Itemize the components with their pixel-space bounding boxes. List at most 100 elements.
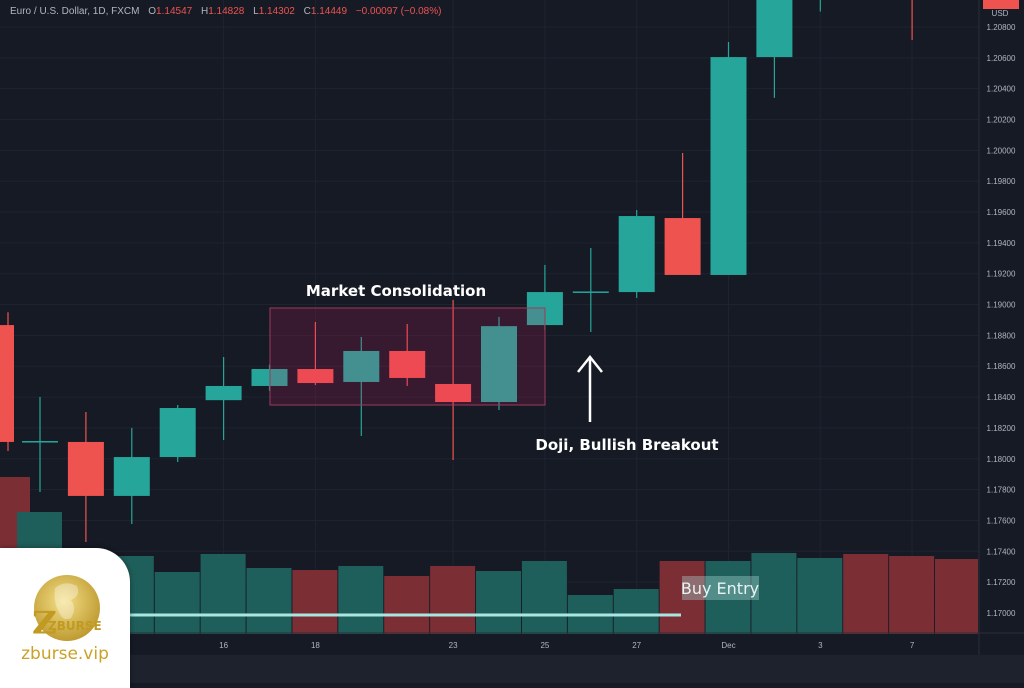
volume-bar [659, 561, 705, 634]
candle-body [618, 216, 655, 293]
price-tick-label: 1.20000 [987, 146, 1016, 155]
volume-bar [292, 570, 338, 634]
candle-body [435, 383, 472, 403]
candle [572, 247, 609, 333]
volume-bar [338, 566, 384, 634]
candle [389, 323, 426, 386]
volume-bar [613, 589, 659, 634]
change-value: −0.00097 (−0.08%) [355, 6, 442, 17]
price-tick-label: 1.17000 [987, 609, 1016, 618]
zburse-logo[interactable]: Z ZBURSE zburse.vip [0, 548, 130, 688]
candle-body [710, 57, 747, 275]
price-tick-label: 1.19200 [987, 270, 1016, 279]
candle-body [572, 291, 609, 293]
consolidation-label: Market Consolidation [306, 282, 486, 300]
high-value: 1.14828 [208, 6, 245, 17]
candle-body [756, 0, 793, 58]
candle [343, 336, 380, 436]
price-tick-label: 1.17200 [987, 578, 1016, 587]
volume-bar [751, 553, 797, 634]
time-axis[interactable]: 16 18 23 25 27 Dec 3 7 [219, 641, 915, 650]
price-tick-label: 1.18400 [987, 393, 1016, 402]
candle-body [205, 385, 242, 401]
candles [0, 0, 913, 543]
price-tick-label: 1.18000 [987, 455, 1016, 464]
candle [67, 412, 104, 543]
candle [297, 321, 334, 386]
volume-bar [889, 556, 935, 634]
buy-entry-label: Buy Entry [681, 579, 759, 598]
candle-body [159, 408, 196, 458]
candle-body [113, 457, 150, 496]
symbol-title: Euro / U.S. Dollar, 1D, FXCM [10, 6, 140, 17]
price-tick-label: 1.17800 [987, 486, 1016, 495]
candle [205, 356, 242, 440]
candle [664, 152, 701, 275]
candle [481, 316, 517, 411]
candle-body [297, 369, 334, 384]
candle [710, 41, 747, 275]
candle [113, 427, 150, 524]
date-tick-label: 25 [540, 641, 549, 650]
volume-bar [843, 554, 889, 634]
candle [22, 396, 58, 493]
candle-body [67, 441, 104, 496]
date-tick-label: Dec [721, 641, 735, 650]
date-tick-label: 18 [311, 641, 320, 650]
volume-bar [200, 554, 246, 634]
breakout-label: Doji, Bullish Breakout [535, 436, 718, 454]
candle-body [0, 325, 14, 442]
volume-bar [154, 572, 200, 634]
candle [159, 404, 196, 462]
date-tick-label: 3 [818, 641, 823, 650]
last-price-marker [983, 0, 1019, 9]
price-tick-label: 1.20200 [987, 116, 1016, 125]
candle-body [389, 350, 426, 378]
logo-site-text: zburse.vip [21, 644, 109, 664]
currency-label: USD [992, 9, 1009, 18]
price-tick-label: 1.20600 [987, 54, 1016, 63]
bottom-panel [0, 655, 1024, 683]
price-tick-label: 1.20400 [987, 85, 1016, 94]
price-tick-label: 1.19600 [987, 208, 1016, 217]
low-value: 1.14302 [258, 6, 295, 17]
candle-body [343, 350, 380, 382]
candle-body [481, 326, 517, 403]
price-tick-label: 1.18200 [987, 424, 1016, 433]
date-tick-label: 27 [632, 641, 641, 650]
svg-text:Z: Z [32, 605, 57, 641]
globe-logo-icon: Z ZBURSE [32, 575, 102, 641]
candle [0, 312, 14, 452]
buy-entry-tag [682, 576, 759, 600]
candle-body [664, 218, 701, 275]
price-tick-label: 1.19000 [987, 301, 1016, 310]
volume-bar [705, 561, 751, 634]
svg-text:ZBURSE: ZBURSE [48, 619, 102, 633]
volume-bar [384, 576, 430, 634]
open-value: 1.14547 [156, 6, 193, 17]
volume-bar [430, 566, 476, 634]
arrow-up-icon [577, 354, 603, 422]
consolidation-box [269, 307, 546, 406]
symbol-header: Euro / U.S. Dollar, 1D, FXCM O1.14547 H1… [10, 6, 442, 17]
price-tick-label: 1.17600 [987, 516, 1016, 525]
price-tick-label: 1.19400 [987, 239, 1016, 248]
price-tick-label: 1.20800 [987, 23, 1016, 32]
volume-bar [521, 561, 567, 634]
price-tick-label: 1.18600 [987, 362, 1016, 371]
candle-body [22, 441, 58, 443]
price-axis[interactable]: 1.20800 1.20600 1.20400 1.20200 1.20000 1.198… [987, 23, 1016, 618]
volume-bar [797, 558, 843, 634]
price-tick-label: 1.19800 [987, 177, 1016, 186]
close-value: 1.14449 [310, 6, 348, 17]
date-tick-label: 16 [219, 641, 228, 650]
candle [756, 0, 793, 98]
candle [618, 210, 655, 298]
date-tick-label: 23 [449, 641, 458, 650]
date-tick-label: 7 [910, 641, 915, 650]
price-tick-label: 1.17400 [987, 547, 1016, 556]
candle [435, 299, 472, 460]
volume-bar [935, 559, 978, 634]
volume-bar [476, 571, 521, 634]
